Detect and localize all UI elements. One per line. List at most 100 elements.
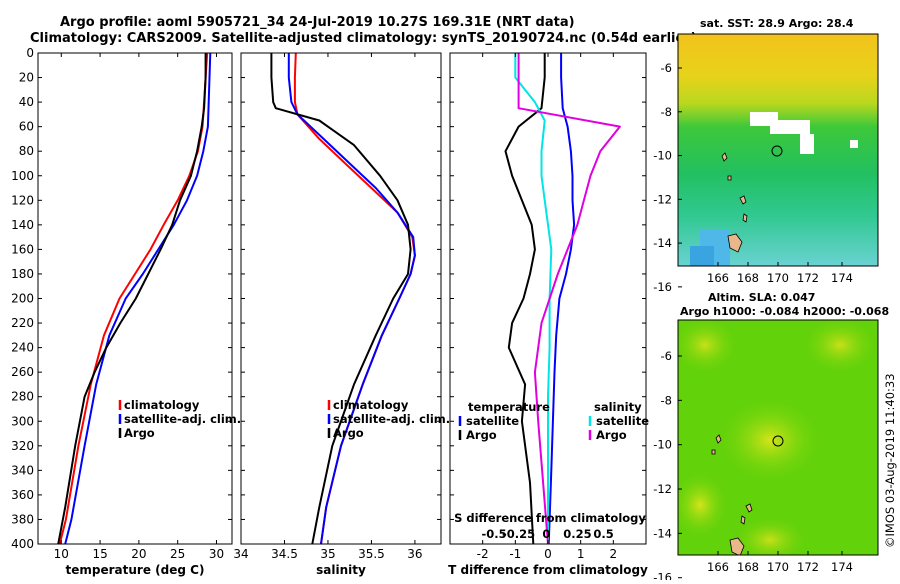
sst-map-ticks: 166 168 170 172 174 -6 -8 -10 -12 -14 -16: [653, 61, 853, 294]
sst-cloud-mask-4: [850, 140, 858, 148]
depth-tick-label-4: 80: [19, 144, 34, 158]
sst-ytick-label-4: -14: [653, 236, 672, 250]
sst-xtick-label-0: 166: [707, 271, 729, 285]
temperature-xtick-label-2: 20: [131, 547, 146, 561]
difference-s-tick-label-0: -0.5: [482, 527, 507, 541]
salinity-legend-label-0: climatology: [333, 398, 409, 412]
difference-legend-right-label-1: Argo: [596, 428, 627, 442]
difference-legend-right-label-0: satellite: [596, 414, 649, 428]
salinity-xtick-label-0: 34: [233, 547, 248, 561]
sst-xtick-label-3: 172: [797, 271, 819, 285]
depth-tick-label-14: 280: [11, 390, 34, 404]
sst-map-title: sat. SST: 28.9 Argo: 28.4: [700, 17, 854, 30]
temperature-legend-label-2: Argo: [124, 426, 155, 440]
salinity-xtick-label-4: 36: [407, 547, 422, 561]
difference-xtick-label-2: 0: [544, 547, 552, 561]
sst-xtick-label-1: 168: [737, 271, 759, 285]
salinity-series-1-line: [287, 53, 416, 545]
sla-high-1: [678, 320, 740, 375]
difference-legend-right-title: salinity: [594, 400, 642, 414]
difference-legend-left-title: temperature: [468, 400, 550, 414]
sla-ytick-label-1: -8: [661, 393, 672, 407]
sst-islands: [721, 152, 748, 253]
depth-tick-label-13: 260: [11, 365, 34, 379]
salinity-xlabel: salinity: [316, 563, 366, 577]
sst-ytick-label-2: -10: [653, 149, 672, 163]
title-line-1: Argo profile: aoml 5905721_34 24-Jul-201…: [60, 15, 575, 30]
temperature-series-0-line: [58, 52, 209, 545]
sla-map-title-2: Argo h1000: -0.084 h2000: -0.068: [680, 305, 889, 318]
depth-tick-label-12: 240: [11, 341, 34, 355]
sla-ytick-label-3: -12: [653, 482, 672, 496]
sst-ytick-label-0: -6: [661, 61, 672, 75]
difference-legend-left-label-1: Argo: [466, 428, 497, 442]
sla-argo-marker: [772, 435, 784, 447]
sla-high-2: [715, 395, 825, 485]
difference-s-tick-label-4: 0.5: [593, 527, 613, 541]
depth-tick-label-3: 60: [19, 120, 34, 134]
sst-field: [678, 34, 878, 266]
temperature-series-1-line: [64, 52, 212, 545]
depth-tick-label-6: 120: [11, 193, 34, 207]
difference-s-tick-label-2: 0: [542, 527, 550, 541]
difference-xtick-label-4: 2: [610, 547, 618, 561]
sla-map-title-1: Altim. SLA: 0.047: [708, 291, 815, 304]
sla-islands: [711, 434, 753, 555]
sla-xtick-label-1: 168: [737, 560, 759, 574]
depth-tick-label-15: 300: [11, 414, 34, 428]
difference-legend-left-label-0: satellite: [466, 414, 519, 428]
sst-map: sat. SST: 28.9 Argo: 28.4 166 168 170 172 17…: [653, 17, 879, 294]
sla-ytick-label-4: -14: [653, 526, 672, 540]
sla-xtick-label-3: 172: [797, 560, 819, 574]
sla-map: Altim. SLA: 0.047 Argo h1000: -0.084 h20…: [653, 291, 889, 584]
depth-tick-label-8: 160: [11, 242, 34, 256]
salinity-xtick-label-2: 35: [320, 547, 335, 561]
salinity-frame: [240, 52, 442, 545]
sla-xtick-label-2: 170: [767, 560, 789, 574]
sla-xtick-label-4: 174: [831, 560, 853, 574]
difference-xlabel: T difference from climatology: [448, 563, 648, 577]
salinity-xtick-label-3: 35.5: [358, 547, 385, 561]
difference-series-0-line: [547, 53, 576, 545]
depth-tick-label-19: 380: [11, 512, 34, 526]
sla-xtick-label-0: 166: [707, 560, 729, 574]
sst-xtick-label-2: 170: [767, 271, 789, 285]
depth-tick-label-1: 20: [19, 71, 34, 85]
salinity-chart: 34 34.5 35 35.5 36 salinity climatologysatelli…: [233, 52, 450, 577]
depth-tick-label-2: 40: [19, 95, 34, 109]
imos-timestamp: ©IMOS 03-Aug-2019 11:40:33: [883, 373, 897, 548]
sla-high-5: [730, 515, 810, 555]
difference-series-2-line: [514, 53, 553, 544]
sst-cloud-mask-2: [770, 120, 810, 134]
depth-tick-label-17: 340: [11, 463, 34, 477]
sst-cloud-mask-3: [800, 134, 814, 154]
salinity-series-2-line: [270, 53, 412, 545]
sst-argo-marker: [771, 145, 783, 157]
depth-tick-label-5: 100: [11, 169, 34, 183]
temperature-xtick-label-0: 10: [54, 547, 69, 561]
depth-tick-label-16: 320: [11, 439, 34, 453]
sst-ytick-label-1: -8: [661, 105, 672, 119]
depth-tick-label-10: 200: [11, 292, 34, 306]
title-line-2: Climatology: CARS2009. Satellite-adjuste…: [30, 31, 697, 46]
sla-high-4: [678, 470, 730, 540]
salinity-legend-label-2: Argo: [333, 426, 364, 440]
difference-series-1-line: [504, 53, 546, 545]
temperature-xtick-label-1: 15: [92, 547, 107, 561]
sst-ytick-label-3: -12: [653, 192, 672, 206]
depth-tick-label-0: 0: [26, 46, 34, 60]
temperature-xlabel: temperature (deg C): [66, 563, 205, 577]
salinity-xtick-label-1: 34.5: [271, 547, 298, 561]
temperature-chart: 10 15 20 25 30020406080100120140160180200220…: [11, 46, 241, 577]
sla-high-3: [800, 320, 878, 375]
depth-tick-label-18: 360: [11, 488, 34, 502]
temperature-xtick-label-3: 25: [170, 547, 185, 561]
salinity-legend-label-1: satellite-adj. clim.: [333, 412, 450, 426]
difference-xtick-label-0: -2: [477, 547, 489, 561]
difference-chart: -2 -1 0 1 2 T difference from climatology temp…: [448, 52, 649, 577]
depth-tick-label-9: 180: [11, 267, 34, 281]
depth-tick-label-7: 140: [11, 218, 34, 232]
difference-xtick-label-1: -1: [509, 547, 521, 561]
